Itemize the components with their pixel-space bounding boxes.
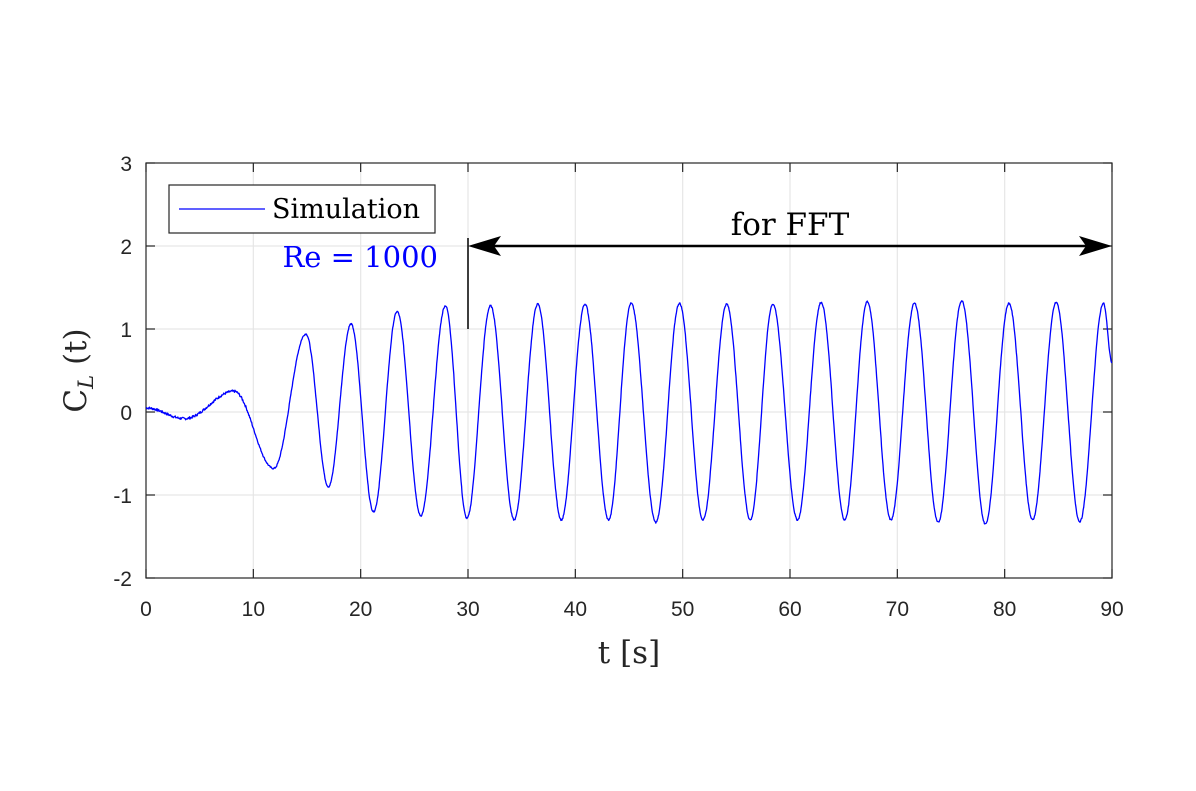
y-tick-label: -2 (113, 568, 132, 591)
y-tick-label: 1 (120, 319, 132, 342)
legend-label-simulation: Simulation (272, 194, 420, 225)
x-tick-label: 80 (993, 598, 1016, 621)
y-tick-label: 3 (120, 153, 132, 176)
x-tick-label: 30 (456, 598, 479, 621)
series-line-simulation (145, 300, 1113, 525)
grid (146, 163, 1112, 578)
fft-arrow-right-head (1079, 236, 1112, 256)
fft-annotation-text: for FFT (731, 207, 850, 243)
x-tick-label: 0 (140, 598, 152, 621)
x-tick-label: 40 (564, 598, 587, 621)
y-tick-label: 2 (120, 236, 132, 259)
y-tick-label: -1 (113, 485, 132, 508)
x-tick-label: 70 (886, 598, 909, 621)
legend: Simulation (168, 184, 436, 234)
plot-frame (145, 162, 1113, 579)
x-tick-label: 90 (1100, 598, 1123, 621)
y-axis-label: CL (t) (58, 328, 98, 412)
annotations: for FFT Re = 1000 (282, 207, 1112, 329)
reynolds-annotation: Re = 1000 (282, 240, 438, 274)
series-layer (145, 300, 1113, 525)
y-tick-label: 0 (120, 402, 132, 425)
x-tick-label: 10 (242, 598, 265, 621)
y-axis-label-main: C (58, 389, 94, 413)
x-tick-label: 60 (778, 598, 801, 621)
x-tick-label: 50 (671, 598, 694, 621)
x-tick-label: 20 (349, 598, 372, 621)
y-axis-label-subscript: L (74, 375, 98, 390)
y-axis-label-suffix: (t) (58, 328, 94, 375)
x-axis-label: t [s] (598, 635, 660, 671)
fft-arrow-left-head (468, 236, 501, 256)
ticks: 0 10 20 30 40 50 60 70 80 90 -2 -1 0 1 2 3 (113, 153, 1123, 621)
